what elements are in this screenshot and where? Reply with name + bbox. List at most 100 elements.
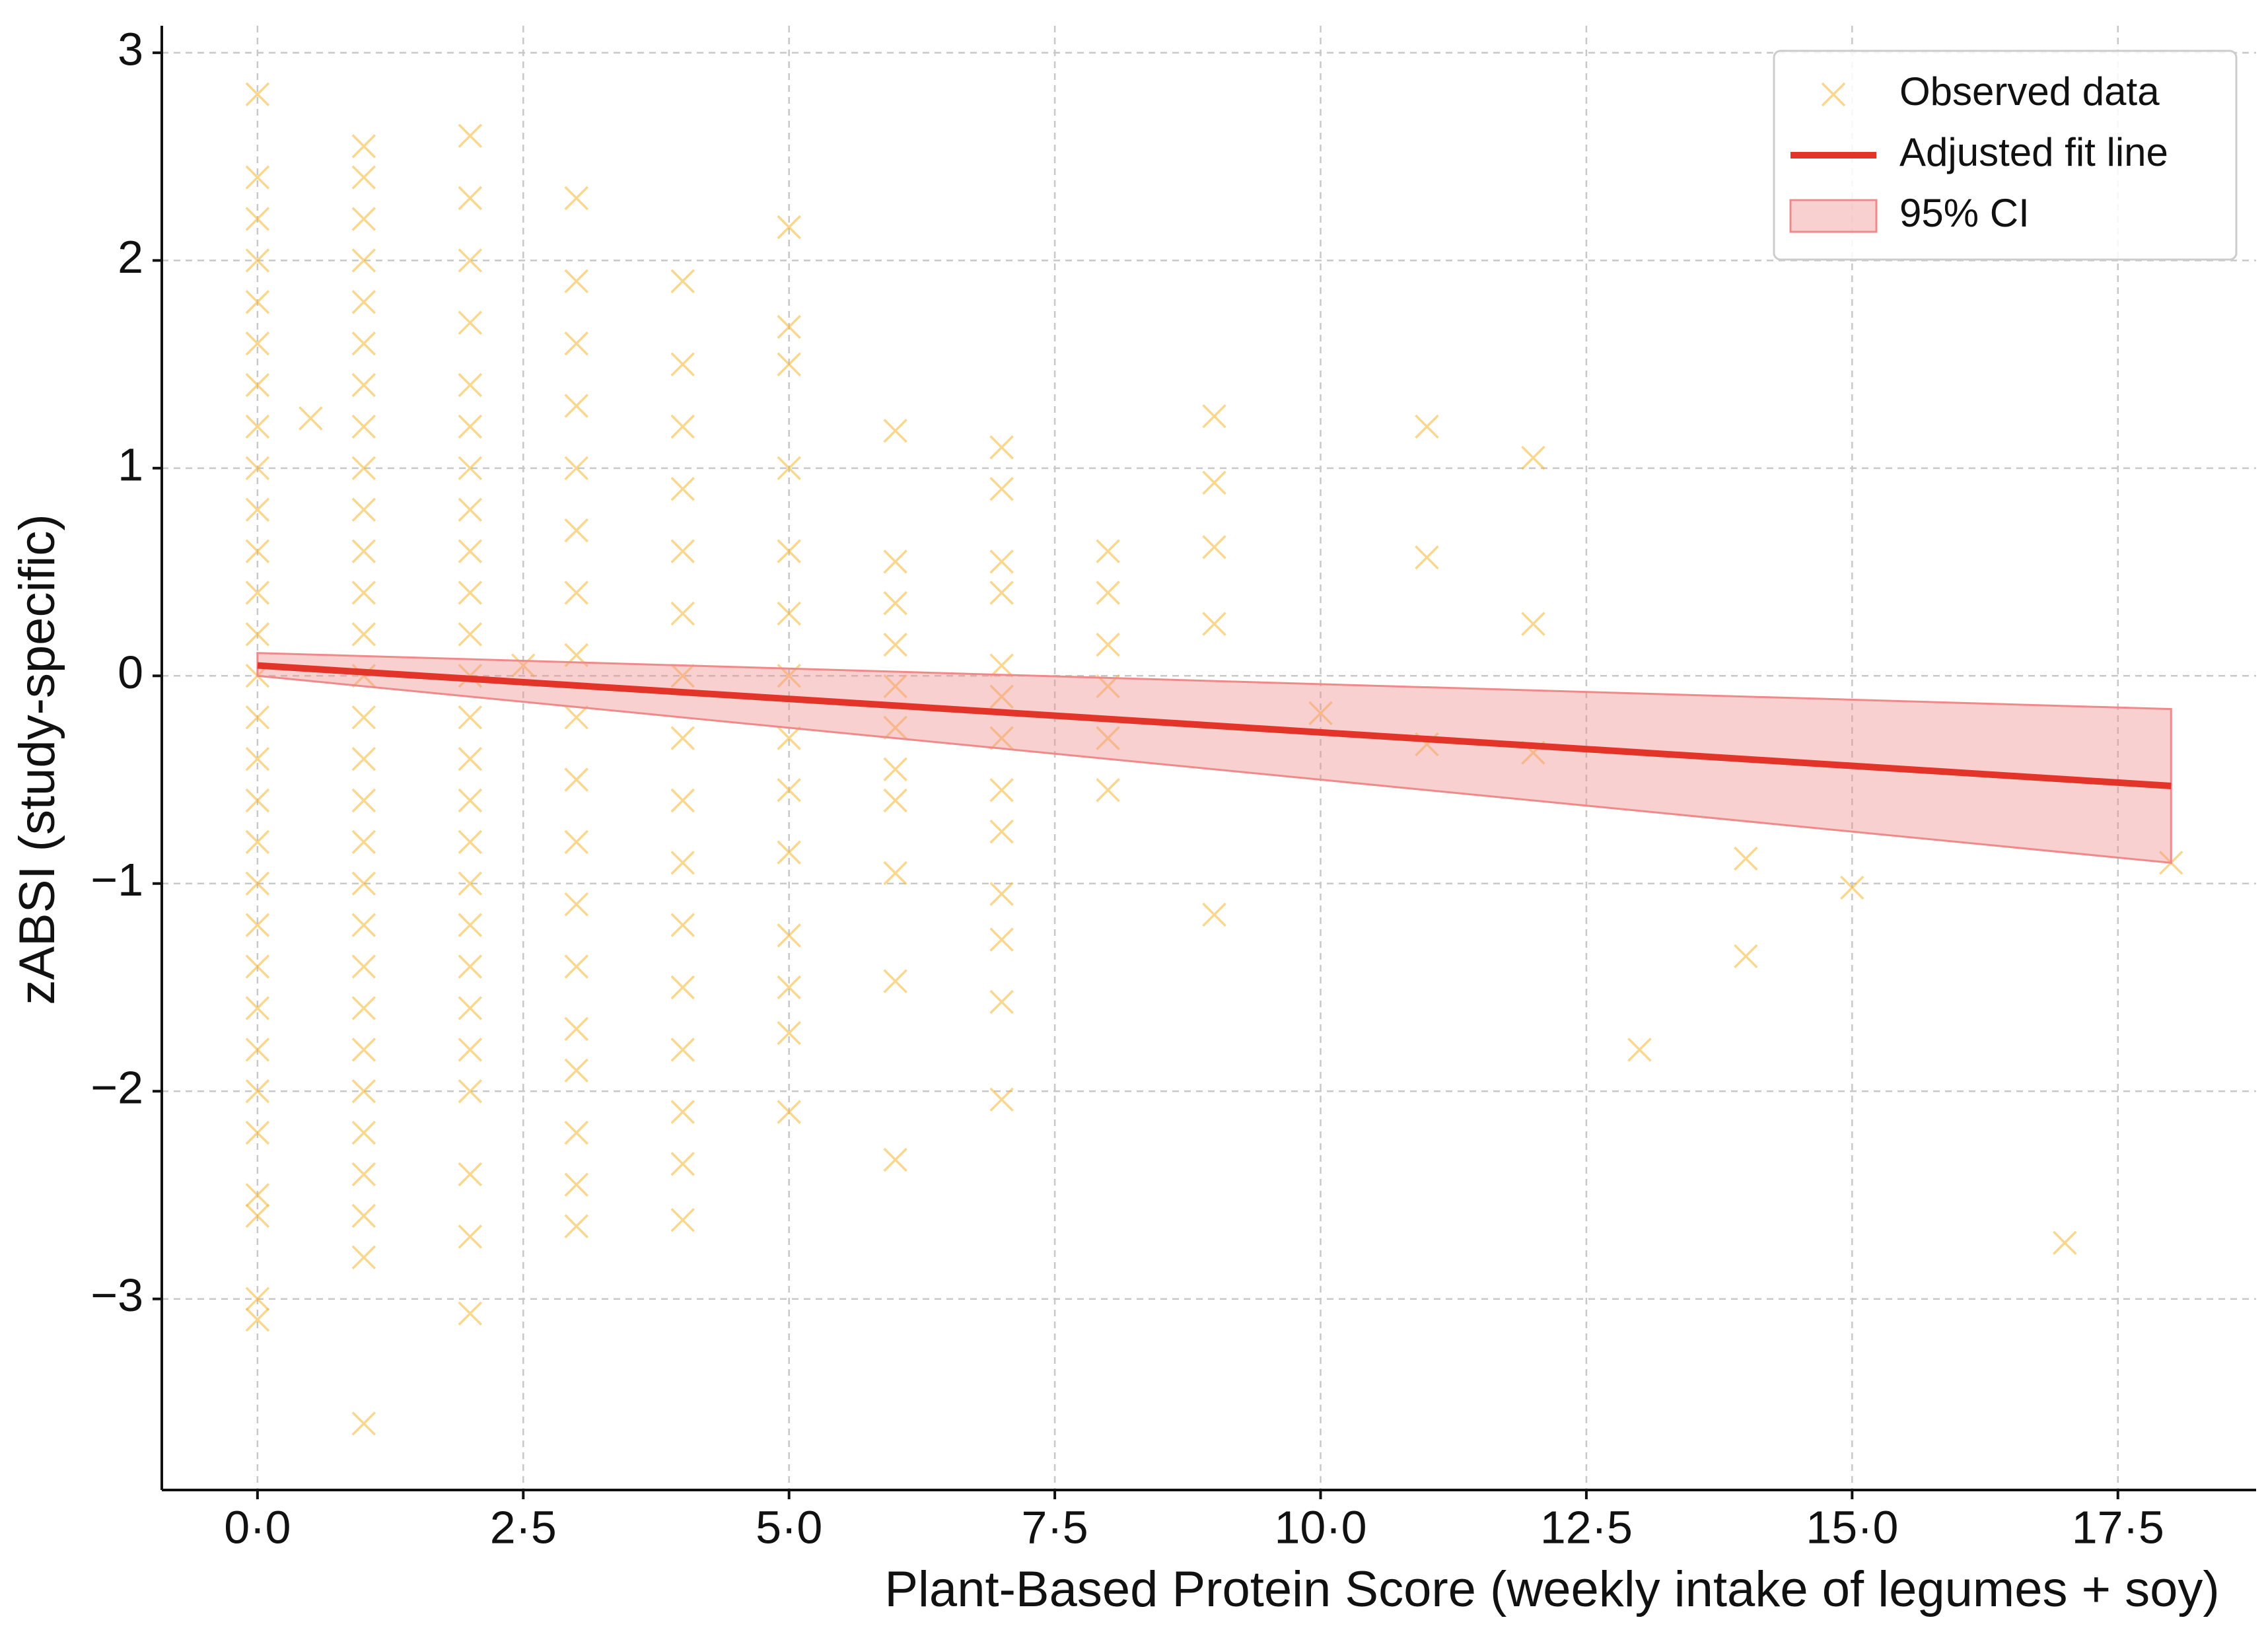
scatter-point [351,581,376,605]
scatter-point [351,913,376,937]
scatter-point [564,581,588,605]
scatter-point [351,165,376,190]
scatter-point [989,581,1014,605]
scatter-point [458,1038,483,1062]
scatter-point [1415,545,1439,570]
scatter-point [1202,404,1226,429]
scatter-point [458,1301,483,1326]
scatter-point [351,996,376,1020]
scatter-point [1202,535,1226,559]
legend-label: Adjusted fit line [1899,130,2168,174]
scatter-point [989,989,1014,1014]
scatter-point [883,632,907,657]
scatter-point [564,456,588,481]
scatter-point [351,705,376,730]
scatter-point [351,497,376,522]
scatter-point [989,653,1014,678]
scatter-point [245,1120,270,1145]
scatter-point [351,1120,376,1145]
x-tick-label: 7·5 [1022,1501,1088,1553]
scatter-point [564,954,588,979]
scatter-point [245,954,270,979]
scatter-point [351,788,376,813]
scatter-point [989,778,1014,802]
scatter-point [245,290,270,314]
scatter-point [351,746,376,771]
scatter-point [670,726,695,750]
scatter-point [670,788,695,813]
scatter-point [458,497,483,522]
scatter-point [1096,726,1120,750]
scatter-point [670,601,695,626]
scatter-point [670,414,695,439]
x-tick-label: 2·5 [490,1501,557,1553]
scatter-point [1308,701,1333,726]
scatter-point [351,539,376,563]
scatter-point [245,581,270,605]
scatter-point [1415,414,1439,439]
scatter-point [670,352,695,376]
x-tick-label: 15·0 [1806,1501,1898,1553]
scatter-point [2053,1230,2077,1256]
scatter-point [777,778,801,802]
x-tick-label: 0·0 [224,1501,291,1553]
scatter-point [1202,470,1226,495]
scatter-point [883,757,907,782]
scatter-point [351,248,376,273]
scatter-point [883,861,907,886]
scatter-point [245,539,270,563]
scatter-point [777,923,801,948]
scatter-point [777,352,801,376]
scatter-point [883,418,907,443]
scatter-point [511,653,536,678]
scatter-point [670,269,695,294]
scatter-point [245,705,270,730]
scatter-point [245,830,270,855]
scatter-point [245,456,270,481]
scatter-point [351,1038,376,1062]
scatter-point [458,539,483,563]
x-axis-label: Plant-Based Protein Score (weekly intake… [884,1561,2219,1617]
scatter-point [670,1038,695,1062]
scatter-point [670,851,695,875]
scatter-point [458,622,483,647]
scatter-point [777,975,801,1000]
scatter-point [351,1162,376,1187]
scatter-point [245,1307,270,1332]
scatter-point [1734,846,1758,871]
scatter-point [245,871,270,896]
scatter-point [1627,1038,1652,1062]
y-axis-label: zABSI (study-specific) [9,514,65,1005]
scatter-point [245,82,270,107]
scatter-point [564,830,588,855]
x-tick-label: 10·0 [1274,1501,1366,1553]
scatter-point [351,1245,376,1270]
scatter-point [458,414,483,439]
scatter-point [245,1038,270,1062]
scatter-point [351,1203,376,1228]
scatter-point [351,456,376,481]
scatter-point [1521,445,1545,470]
scatter-point [564,186,588,211]
scatter-point [564,1016,588,1042]
scatter-point [989,550,1014,574]
scatter-point [670,975,695,1000]
scatter-point [777,840,801,865]
scatter-point [245,1183,270,1207]
y-tick-label: −2 [90,1062,143,1114]
scatter-point [670,1207,695,1232]
scatter-point [1202,902,1226,927]
legend-label: Observed data [1899,69,2160,114]
scatter-point [883,590,907,616]
scatter-point [458,124,483,148]
scatter-point [670,1100,695,1124]
scatter-point [670,913,695,937]
scatter-point [1734,944,1758,969]
scatter-point [989,684,1014,709]
scatter-point [777,314,801,339]
scatter-point [989,726,1014,750]
fit-line [257,662,2172,789]
scatter-point [670,477,695,501]
scatter-point [458,705,483,730]
legend-label: 95% CI [1899,191,2030,235]
